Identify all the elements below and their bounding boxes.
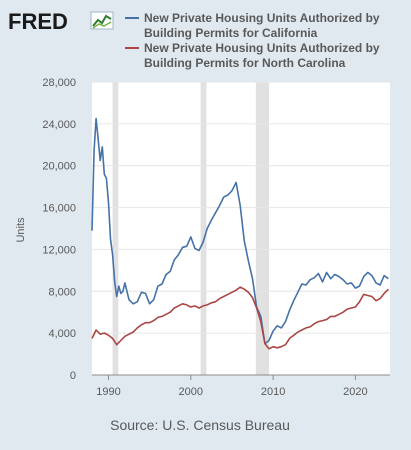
gridlines bbox=[92, 81, 390, 334]
series-line-north-carolina bbox=[91, 286, 389, 350]
x-tick-label-2020: 2020 bbox=[343, 386, 367, 398]
recession-bands bbox=[112, 82, 269, 375]
y-tick-label-0: 0 bbox=[70, 370, 76, 382]
logo-text: FRED bbox=[8, 9, 68, 34]
legend-label-california-line-2: Building Permits for California bbox=[144, 26, 318, 40]
series-line-california bbox=[91, 117, 389, 345]
y-tick-label-28000: 28,000 bbox=[42, 77, 76, 89]
plot-area bbox=[92, 82, 390, 375]
legend-label-california-line-1: New Private Housing Units Authorized by bbox=[144, 11, 380, 25]
x-tick-label-2010: 2010 bbox=[261, 386, 285, 398]
y-tick-label-12000: 12,000 bbox=[42, 244, 76, 256]
legend-label-north-carolina-line-2: Building Permits for North Carolina bbox=[144, 56, 346, 70]
y-tick-label-16000: 16,000 bbox=[42, 203, 76, 215]
y-axis-ticks: 0 4,000 8,000 12,000 16,000 20,000 24,000 28,00… bbox=[42, 77, 76, 382]
x-axis-ticks: 1990 2000 2010 2020 bbox=[96, 375, 368, 398]
recession-band-2 bbox=[200, 82, 207, 375]
y-tick-label-24000: 24,000 bbox=[42, 119, 76, 131]
x-tick-label-1990: 1990 bbox=[96, 386, 120, 398]
x-tick-label-2000: 2000 bbox=[179, 386, 203, 398]
legend: New Private Housing Units Authorized by … bbox=[125, 11, 380, 70]
series-lines bbox=[91, 117, 389, 350]
y-tick-label-20000: 20,000 bbox=[42, 161, 76, 173]
source-note: Source: U.S. Census Bureau bbox=[110, 417, 290, 433]
fred-logo[interactable]: FRED bbox=[8, 9, 114, 34]
y-tick-label-4000: 4,000 bbox=[48, 328, 76, 340]
y-tick-label-8000: 8,000 bbox=[48, 286, 76, 298]
logo-graph-icon bbox=[90, 11, 114, 30]
recession-band-3 bbox=[255, 82, 269, 375]
y-axis-title: Units bbox=[15, 217, 27, 243]
legend-label-north-carolina-line-1: New Private Housing Units Authorized by bbox=[144, 41, 380, 55]
recession-band-1 bbox=[112, 82, 119, 375]
